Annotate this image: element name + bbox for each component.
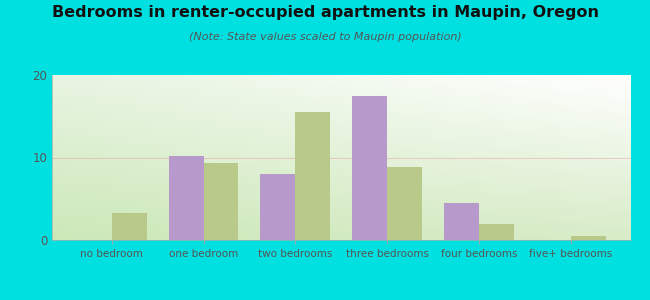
Bar [387, 167, 422, 240]
Text: (Note: State values scaled to Maupin population): (Note: State values scaled to Maupin pop… [188, 32, 462, 41]
Bar [479, 224, 514, 240]
Bar [261, 174, 295, 240]
Legend: Maupin, Oregon: Maupin, Oregon [254, 295, 428, 300]
Bar [444, 203, 479, 240]
Bar [112, 213, 147, 240]
Bar [352, 96, 387, 240]
Bar [203, 163, 239, 240]
Bar [571, 236, 606, 240]
Bar [295, 112, 330, 240]
Bar [168, 156, 203, 240]
Text: Bedrooms in renter-occupied apartments in Maupin, Oregon: Bedrooms in renter-occupied apartments i… [51, 4, 599, 20]
